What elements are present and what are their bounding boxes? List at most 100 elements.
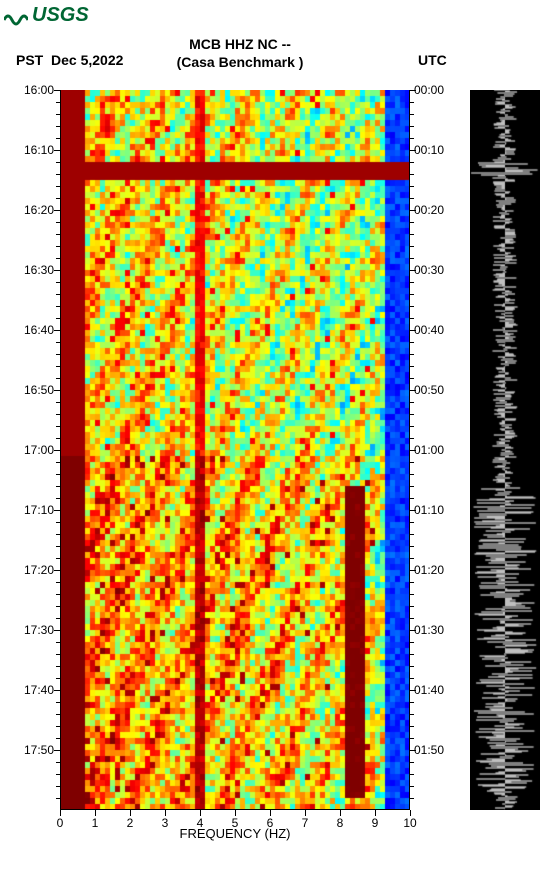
- ytick-right: 00:20: [414, 203, 444, 217]
- ytick-right-minor: [410, 246, 414, 247]
- ytick-right-minor: [410, 678, 414, 679]
- ytick-left-minor: [56, 762, 60, 763]
- ytick-right-minor: [410, 582, 414, 583]
- ytick-left-minor: [56, 594, 60, 595]
- ytick-left: 16:30: [14, 263, 54, 277]
- ytick-right-minor: [410, 342, 414, 343]
- ytick-left-minor: [56, 138, 60, 139]
- ytick-left-minor: [56, 378, 60, 379]
- station-name: (Casa Benchmark ): [0, 54, 480, 70]
- ytick-right: 01:00: [414, 443, 444, 457]
- usgs-wave-icon: [4, 6, 28, 26]
- ytick-left-mark: [54, 750, 60, 751]
- ytick-right-minor: [410, 606, 414, 607]
- ytick-right: 01:30: [414, 623, 444, 637]
- ytick-right-mark: [410, 570, 416, 571]
- ytick-left-minor: [56, 522, 60, 523]
- ytick-left-minor: [56, 738, 60, 739]
- ytick-right-minor: [410, 594, 414, 595]
- ytick-left-minor: [56, 222, 60, 223]
- ytick-left-minor: [56, 558, 60, 559]
- ytick-left-minor: [56, 678, 60, 679]
- ytick-left-mark: [54, 630, 60, 631]
- ytick-right-minor: [410, 162, 414, 163]
- ytick-left-minor: [56, 354, 60, 355]
- ytick-left-minor: [56, 654, 60, 655]
- ytick-right-mark: [410, 150, 416, 151]
- ytick-left-minor: [56, 726, 60, 727]
- ytick-right-minor: [410, 486, 414, 487]
- ytick-left: 17:00: [14, 443, 54, 457]
- ytick-right-minor: [410, 126, 414, 127]
- ytick-right-minor: [410, 474, 414, 475]
- ytick-right-minor: [410, 186, 414, 187]
- ytick-left-minor: [56, 246, 60, 247]
- ytick-right-minor: [410, 654, 414, 655]
- ytick-left-mark: [54, 330, 60, 331]
- ytick-left: 17:20: [14, 563, 54, 577]
- ytick-left-minor: [56, 114, 60, 115]
- ytick-left-minor: [56, 498, 60, 499]
- ytick-right: 01:20: [414, 563, 444, 577]
- ytick-right-minor: [410, 366, 414, 367]
- ytick-right-minor: [410, 714, 414, 715]
- ytick-left-minor: [56, 306, 60, 307]
- ytick-left-minor: [56, 546, 60, 547]
- ytick-right-minor: [410, 114, 414, 115]
- ytick-left-mark: [54, 90, 60, 91]
- ytick-left: 16:10: [14, 143, 54, 157]
- ytick-right-minor: [410, 294, 414, 295]
- ytick-right-minor: [410, 462, 414, 463]
- ytick-left-minor: [56, 438, 60, 439]
- ytick-right-mark: [410, 330, 416, 331]
- ytick-left-minor: [56, 774, 60, 775]
- ytick-left-mark: [54, 210, 60, 211]
- ytick-right-mark: [410, 270, 416, 271]
- ytick-right: 01:40: [414, 683, 444, 697]
- ytick-right: 00:50: [414, 383, 444, 397]
- ytick-right-minor: [410, 618, 414, 619]
- ytick-right-minor: [410, 222, 414, 223]
- ytick-right-minor: [410, 306, 414, 307]
- ytick-right-minor: [410, 726, 414, 727]
- usgs-text: USGS: [32, 4, 89, 27]
- ytick-right: 01:50: [414, 743, 444, 757]
- ytick-left-minor: [56, 198, 60, 199]
- ytick-left-minor: [56, 462, 60, 463]
- ytick-left-minor: [56, 534, 60, 535]
- ytick-left-minor: [56, 342, 60, 343]
- ytick-right-minor: [410, 354, 414, 355]
- ytick-left-minor: [56, 426, 60, 427]
- ytick-left-minor: [56, 366, 60, 367]
- ytick-right-minor: [410, 774, 414, 775]
- ytick-left-minor: [56, 786, 60, 787]
- ytick-right-minor: [410, 642, 414, 643]
- plot-border: [60, 90, 410, 810]
- ytick-left-mark: [54, 270, 60, 271]
- ytick-left-minor: [56, 162, 60, 163]
- ytick-left-minor: [56, 102, 60, 103]
- ytick-left: 17:40: [14, 683, 54, 697]
- ytick-left-minor: [56, 798, 60, 799]
- ytick-left-minor: [56, 234, 60, 235]
- ytick-right-minor: [410, 786, 414, 787]
- ytick-left-mark: [54, 510, 60, 511]
- ytick-left-mark: [54, 150, 60, 151]
- ytick-right-minor: [410, 198, 414, 199]
- ytick-right-minor: [410, 426, 414, 427]
- ytick-left-minor: [56, 666, 60, 667]
- ytick-right-minor: [410, 762, 414, 763]
- ytick-right-mark: [410, 690, 416, 691]
- ytick-left-minor: [56, 294, 60, 295]
- ytick-right-minor: [410, 138, 414, 139]
- ytick-left: 16:00: [14, 83, 54, 97]
- ytick-right-minor: [410, 522, 414, 523]
- station-code: MCB HHZ NC --: [0, 36, 480, 52]
- ytick-left: 16:50: [14, 383, 54, 397]
- ytick-left-minor: [56, 582, 60, 583]
- ytick-left-minor: [56, 174, 60, 175]
- ytick-right-minor: [410, 378, 414, 379]
- ytick-right: 00:40: [414, 323, 444, 337]
- ytick-right-minor: [410, 438, 414, 439]
- ytick-right-minor: [410, 738, 414, 739]
